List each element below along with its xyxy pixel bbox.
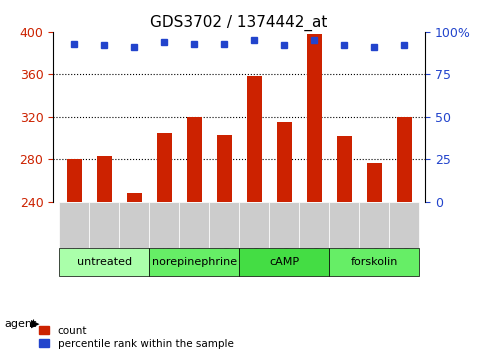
FancyBboxPatch shape	[149, 201, 179, 248]
Bar	[307, 34, 322, 201]
Bar	[367, 163, 382, 201]
Text: GSM310058: GSM310058	[159, 204, 169, 259]
Text: GSM310065: GSM310065	[369, 204, 379, 259]
Text: GSM310066: GSM310066	[399, 204, 409, 259]
FancyBboxPatch shape	[299, 201, 329, 248]
FancyBboxPatch shape	[329, 248, 419, 275]
FancyBboxPatch shape	[59, 201, 89, 248]
Text: GSM310057: GSM310057	[129, 204, 139, 259]
Text: norepinephrine: norepinephrine	[152, 257, 237, 267]
FancyBboxPatch shape	[329, 201, 359, 248]
FancyBboxPatch shape	[359, 201, 389, 248]
Text: GSM310060: GSM310060	[220, 204, 228, 259]
Bar	[67, 159, 82, 201]
Text: forskolin: forskolin	[350, 257, 398, 267]
Title: GDS3702 / 1374442_at: GDS3702 / 1374442_at	[150, 14, 328, 30]
FancyBboxPatch shape	[209, 201, 239, 248]
FancyBboxPatch shape	[89, 201, 119, 248]
Legend: count, percentile rank within the sample: count, percentile rank within the sample	[39, 326, 234, 349]
FancyBboxPatch shape	[179, 201, 209, 248]
FancyBboxPatch shape	[59, 248, 149, 275]
Bar	[337, 136, 352, 201]
FancyBboxPatch shape	[239, 201, 269, 248]
Text: GSM310056: GSM310056	[99, 204, 109, 259]
Text: GSM310061: GSM310061	[250, 204, 258, 259]
Text: GSM310059: GSM310059	[190, 204, 199, 259]
Text: GSM310062: GSM310062	[280, 204, 288, 258]
Text: untreated: untreated	[76, 257, 132, 267]
Bar	[397, 117, 412, 201]
FancyBboxPatch shape	[239, 248, 329, 275]
Bar	[186, 117, 201, 201]
Bar	[97, 156, 112, 201]
FancyBboxPatch shape	[389, 201, 419, 248]
Bar	[277, 122, 292, 201]
FancyBboxPatch shape	[119, 201, 149, 248]
Bar	[127, 193, 142, 201]
Bar	[247, 76, 262, 201]
Text: cAMP: cAMP	[269, 257, 299, 267]
Bar	[156, 133, 171, 201]
FancyBboxPatch shape	[149, 248, 239, 275]
Text: GSM310063: GSM310063	[310, 204, 319, 259]
Text: ▶: ▶	[31, 319, 40, 329]
Text: agent: agent	[5, 319, 37, 329]
Text: GSM310055: GSM310055	[70, 204, 79, 259]
FancyBboxPatch shape	[269, 201, 299, 248]
Bar	[216, 135, 231, 201]
Text: GSM310064: GSM310064	[340, 204, 349, 258]
